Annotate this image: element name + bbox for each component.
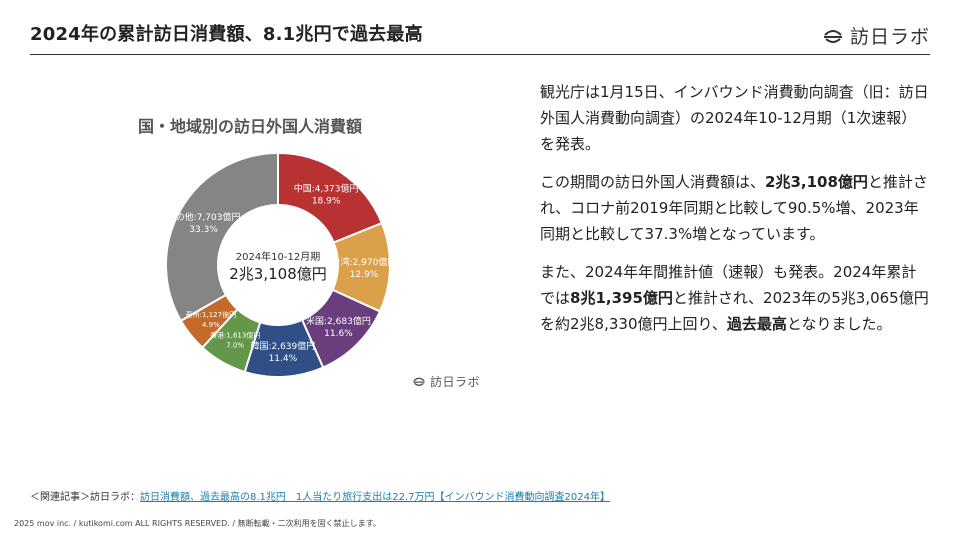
slice-pct-2: 11.6% xyxy=(324,329,353,339)
chart-center-label-total: 2兆3,108億円 xyxy=(229,265,327,283)
text: この期間の訪日外国人消費額は、 xyxy=(540,173,766,191)
slice-label-4: 香港:1,613億円 xyxy=(210,331,260,340)
chart-center-label-period: 2024年10-12月期 xyxy=(236,250,321,263)
logo[interactable]: 訪日ラボ xyxy=(822,22,930,49)
logo-icon xyxy=(823,29,842,43)
highlight-quarterly-amount: 2兆3,108億円 xyxy=(765,173,868,191)
slice-label-5: 豪州:1,127億円 xyxy=(186,310,236,319)
chart-logo-text: 訪日ラボ xyxy=(430,375,481,389)
highlight-record-high: 過去最高 xyxy=(726,315,787,333)
slice-label-2: 米国:2,683億円 xyxy=(306,315,371,327)
copyright: 2025 mov inc. / kutikomi.com ALL RIGHTS … xyxy=(14,519,381,528)
page-title: 2024年の累計訪日消費額、8.1兆円で過去最高 xyxy=(30,24,423,45)
paragraph-announcement: 観光庁は1月15日、インバウンド消費動向調査（旧：訪日外国人消費動向調査）の20… xyxy=(540,83,929,153)
slice-pct-4: 7.0% xyxy=(226,342,244,350)
slice-pct-1: 12.9% xyxy=(350,270,379,280)
text: と推計され、2023年の5兆3,065億円を約2兆8,330億円上回り、 xyxy=(540,289,929,333)
related-article: ＜関連記事＞訪日ラボ：訪日消費額、過去最高の8.1兆円 1人当たり旅行支出は22… xyxy=(30,488,610,503)
related-prefix: ＜関連記事＞訪日ラボ： xyxy=(30,492,140,503)
chart-title: 国・地域別の訪日外国人消費額 xyxy=(138,117,363,136)
text: となりました。 xyxy=(786,315,892,333)
logo-text: 訪日ラボ xyxy=(849,26,930,48)
donut-chart: 中国:4,373億円 18.9% 台湾:2,970億円 12.9% 米国:2,683億円… xyxy=(165,151,397,378)
chart-logo: 訪日ラボ xyxy=(412,373,480,390)
slice-label-3: 韓国:2,639億円 xyxy=(250,340,315,352)
paragraph-annual: また、2024年年間推計値（速報）も発表。2024年累計では8兆1,395億円と… xyxy=(540,259,930,337)
slice-pct-5: 4.9% xyxy=(202,321,220,329)
chart-panel: 中国:4,373億円 18.9% 台湾:2,970億円 12.9% 米国:2,683億円… xyxy=(120,95,510,405)
article-text: 観光庁は1月15日、インバウンド消費動向調査（旧：訪日外国人消費動向調査）の20… xyxy=(540,79,930,349)
header-divider xyxy=(30,54,930,55)
text: と推計され、コロナ前2019年同期と比較して90.5%増、2023年同期と比較し… xyxy=(540,173,928,243)
slice-pct-3: 11.4% xyxy=(269,354,298,364)
header: 2024年の累計訪日消費額、8.1兆円で過去最高 訪日ラボ xyxy=(30,14,930,54)
slice-label-1: 台湾:2,970億円 xyxy=(332,256,397,268)
slice-label-6: その他:7,703億円 xyxy=(167,211,241,223)
pie-slice-6 xyxy=(165,151,279,323)
related-article-link[interactable]: 訪日消費額、過去最高の8.1兆円 1人当たり旅行支出は22.7万円【インバウンド… xyxy=(140,492,610,503)
text: また、2024年年間推計値（速報）も発表。2024年累計では xyxy=(540,263,917,307)
slice-label-0: 中国:4,373億円 xyxy=(294,183,359,195)
chart-logo-icon xyxy=(413,377,425,386)
highlight-annual-amount: 8兆1,395億円 xyxy=(570,289,673,307)
slice-pct-0: 18.9% xyxy=(312,197,341,207)
slice-pct-6: 33.3% xyxy=(189,225,218,235)
paragraph-quarterly: この期間の訪日外国人消費額は、2兆3,108億円と推計され、コロナ前2019年同… xyxy=(540,169,930,247)
